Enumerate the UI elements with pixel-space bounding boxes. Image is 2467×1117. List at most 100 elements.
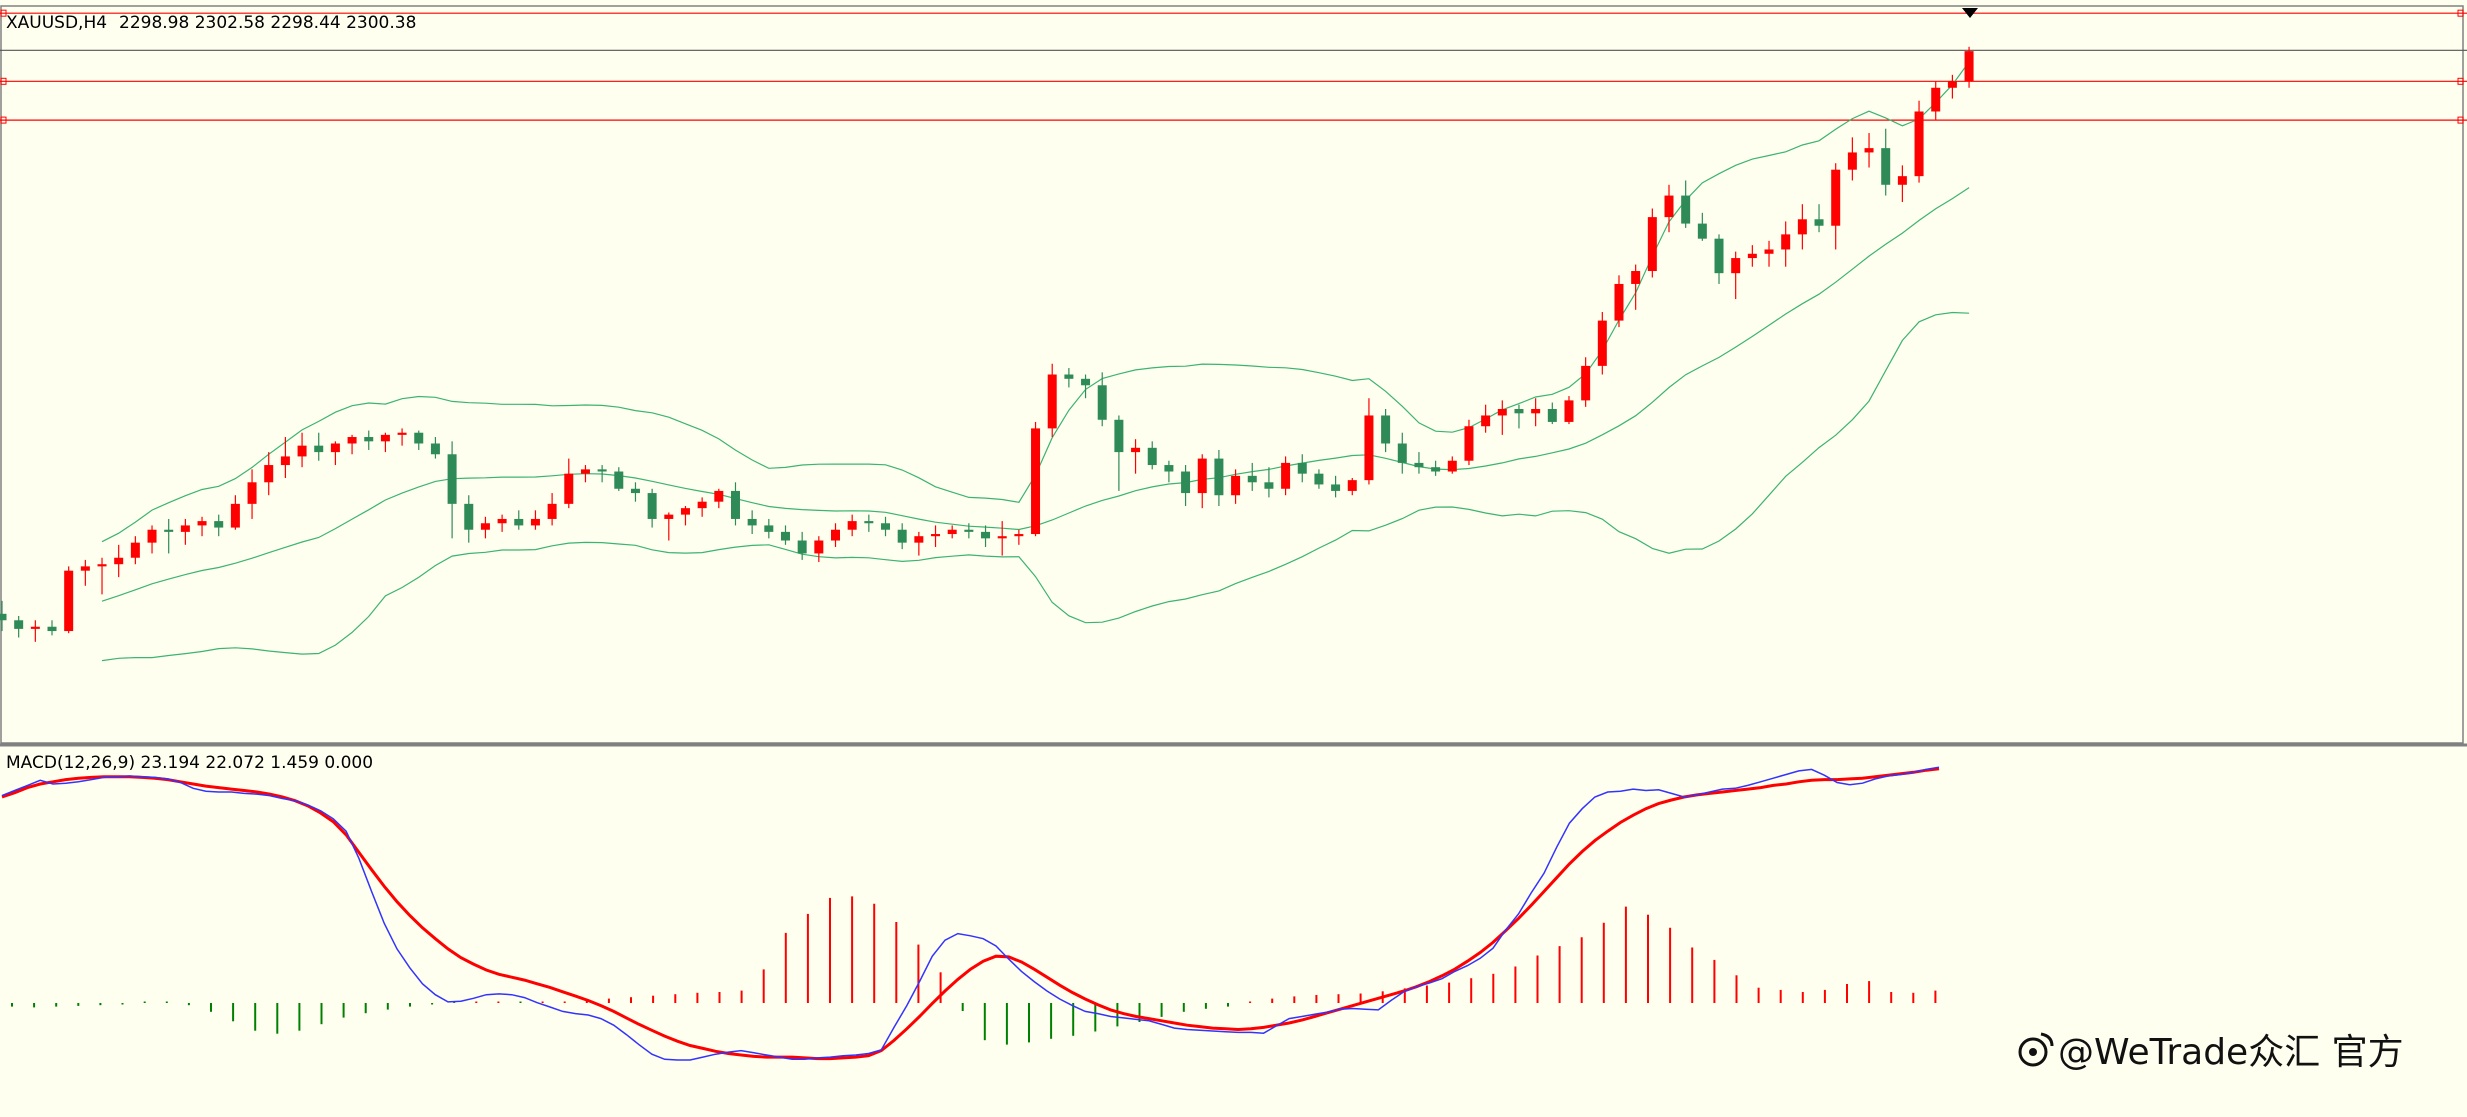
candle-body — [964, 529, 974, 532]
candle-body — [1097, 385, 1107, 420]
candle — [430, 437, 440, 459]
candle-body — [1581, 365, 1591, 401]
candle-body — [1231, 475, 1241, 496]
candle-body — [1664, 195, 1674, 218]
candle — [314, 432, 324, 461]
candle-body — [1014, 534, 1024, 537]
candle-body — [447, 454, 457, 504]
candle-body — [1747, 253, 1757, 259]
candle-body — [1147, 447, 1157, 466]
candle-body — [1364, 415, 1374, 481]
candle-body — [114, 557, 124, 565]
candle-body — [1697, 223, 1707, 239]
candle — [630, 482, 640, 502]
candle-body — [1647, 217, 1657, 272]
chart-shift-marker-icon[interactable] — [1962, 8, 1978, 18]
candle-body — [1214, 458, 1224, 496]
candle — [881, 516, 891, 537]
horizontal-levels — [0, 9, 2467, 124]
candle-body — [1831, 169, 1841, 226]
candle — [1281, 456, 1291, 496]
candle — [1497, 400, 1507, 435]
candle-body — [564, 473, 574, 504]
candle — [1797, 204, 1807, 250]
candle — [280, 437, 290, 478]
candle-body — [1397, 443, 1407, 463]
candle — [447, 441, 457, 539]
candle — [180, 518, 190, 545]
candle-body — [1381, 415, 1391, 444]
candle-body — [480, 523, 490, 530]
candle-body — [1897, 176, 1907, 185]
candle-body — [597, 469, 607, 472]
candle — [831, 523, 840, 547]
candle-body — [330, 443, 340, 453]
candle-body — [1247, 475, 1257, 483]
candle — [547, 493, 557, 526]
candle-body — [1264, 482, 1274, 489]
candle-body — [264, 465, 274, 483]
candle-body — [1797, 219, 1807, 235]
candle — [1531, 398, 1541, 427]
candle-body — [1497, 408, 1507, 416]
candle-body — [1181, 471, 1191, 494]
candle-body — [1964, 51, 1974, 82]
candle — [1947, 74, 1957, 99]
candle-body — [430, 443, 440, 455]
candle — [147, 525, 157, 554]
candle — [1114, 415, 1124, 491]
candle — [130, 536, 140, 565]
watermark: @WeTrade众汇 官方 — [2018, 1032, 2404, 1073]
candle-body — [147, 529, 157, 543]
candle — [1514, 404, 1524, 429]
candle — [1664, 184, 1674, 233]
candle-body — [280, 456, 290, 466]
candle — [364, 430, 374, 450]
candle — [230, 495, 240, 530]
candle-body — [1431, 467, 1441, 472]
candle — [414, 430, 424, 450]
candle-body — [1481, 415, 1491, 427]
candle-body — [1464, 426, 1474, 461]
candle-body — [47, 626, 57, 632]
candle — [497, 514, 507, 532]
candlesticks — [0, 46, 1974, 642]
level-handle-left-icon — [0, 116, 7, 124]
candle-body — [730, 490, 740, 519]
candle-body — [647, 493, 657, 519]
level-handle-left-icon — [0, 77, 7, 85]
candle — [847, 514, 857, 537]
candle — [247, 469, 257, 519]
price-pane: XAUUSD,H4 2298.98 2302.58 2298.44 2300.3… — [0, 5, 2467, 744]
candle-body — [530, 518, 540, 526]
candle — [1181, 465, 1191, 507]
candle — [1314, 469, 1324, 489]
candle — [1747, 245, 1757, 267]
candle-body — [1847, 152, 1857, 170]
candle — [1097, 372, 1107, 427]
candle — [897, 523, 907, 550]
candle-body — [864, 521, 874, 524]
candle — [864, 514, 874, 532]
candle-body — [797, 540, 807, 554]
candle — [714, 488, 724, 509]
candle-body — [764, 525, 774, 532]
candle — [814, 536, 824, 563]
candle-body — [1631, 271, 1641, 284]
candle-body — [881, 523, 891, 530]
candle-body — [697, 501, 707, 509]
candle-body — [614, 471, 624, 489]
candle — [564, 458, 574, 509]
candle-body — [1414, 462, 1424, 468]
candle — [1781, 221, 1791, 267]
candle — [1631, 264, 1641, 310]
candle — [1364, 398, 1374, 485]
candle-body — [414, 432, 424, 444]
macd-main-line — [1, 766, 1940, 1061]
candle — [764, 518, 774, 539]
candle — [1481, 404, 1491, 433]
candle — [1614, 275, 1624, 328]
